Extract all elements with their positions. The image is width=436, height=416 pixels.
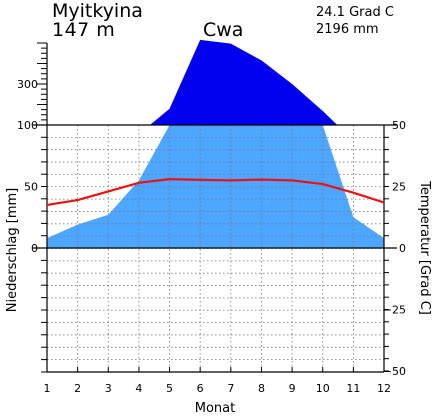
right-tick-label: 25 [392, 181, 406, 194]
month-label: 9 [289, 382, 296, 395]
right-tick-label: −50 [383, 365, 406, 378]
left-tick-label: 50 [24, 181, 38, 194]
month-label: 11 [346, 382, 360, 395]
month-label: 4 [135, 382, 142, 395]
month-label: 1 [44, 382, 51, 395]
right-tick-label: −25 [383, 304, 406, 317]
mean-temperature: 24.1 Grad C [316, 5, 394, 20]
left-tick-label: 100 [17, 119, 38, 132]
y-axis-label-left: Niederschlag [mm] [5, 188, 20, 313]
annual-precipitation: 2196 mm [316, 22, 379, 37]
temperature-series [46, 178, 385, 207]
precipitation-area [47, 39, 384, 248]
right-tick-label: 50 [392, 119, 406, 132]
left-tick-label: 0 [31, 242, 38, 255]
month-label: 6 [197, 382, 204, 395]
axes [33, 42, 397, 373]
month-label: 3 [105, 382, 112, 395]
month-label: 7 [227, 382, 234, 395]
month-label: 5 [166, 382, 173, 395]
temperature-line [46, 178, 385, 207]
climate-class: Cwa [203, 19, 244, 41]
month-label: 10 [316, 382, 330, 395]
month-label: 8 [258, 382, 265, 395]
right-tick-label: 0 [399, 242, 406, 255]
left-tick-label: 300 [17, 78, 38, 91]
precipitation-humid-area [150, 39, 338, 125]
x-axis-label: Monat [195, 401, 235, 416]
month-label: 12 [377, 382, 391, 395]
y-axis-label-right: Temperatur [Grad C] [417, 180, 432, 315]
month-label: 2 [74, 382, 81, 395]
station-name: Myitkyina [52, 0, 143, 22]
station-elevation: 147 m [52, 19, 116, 41]
